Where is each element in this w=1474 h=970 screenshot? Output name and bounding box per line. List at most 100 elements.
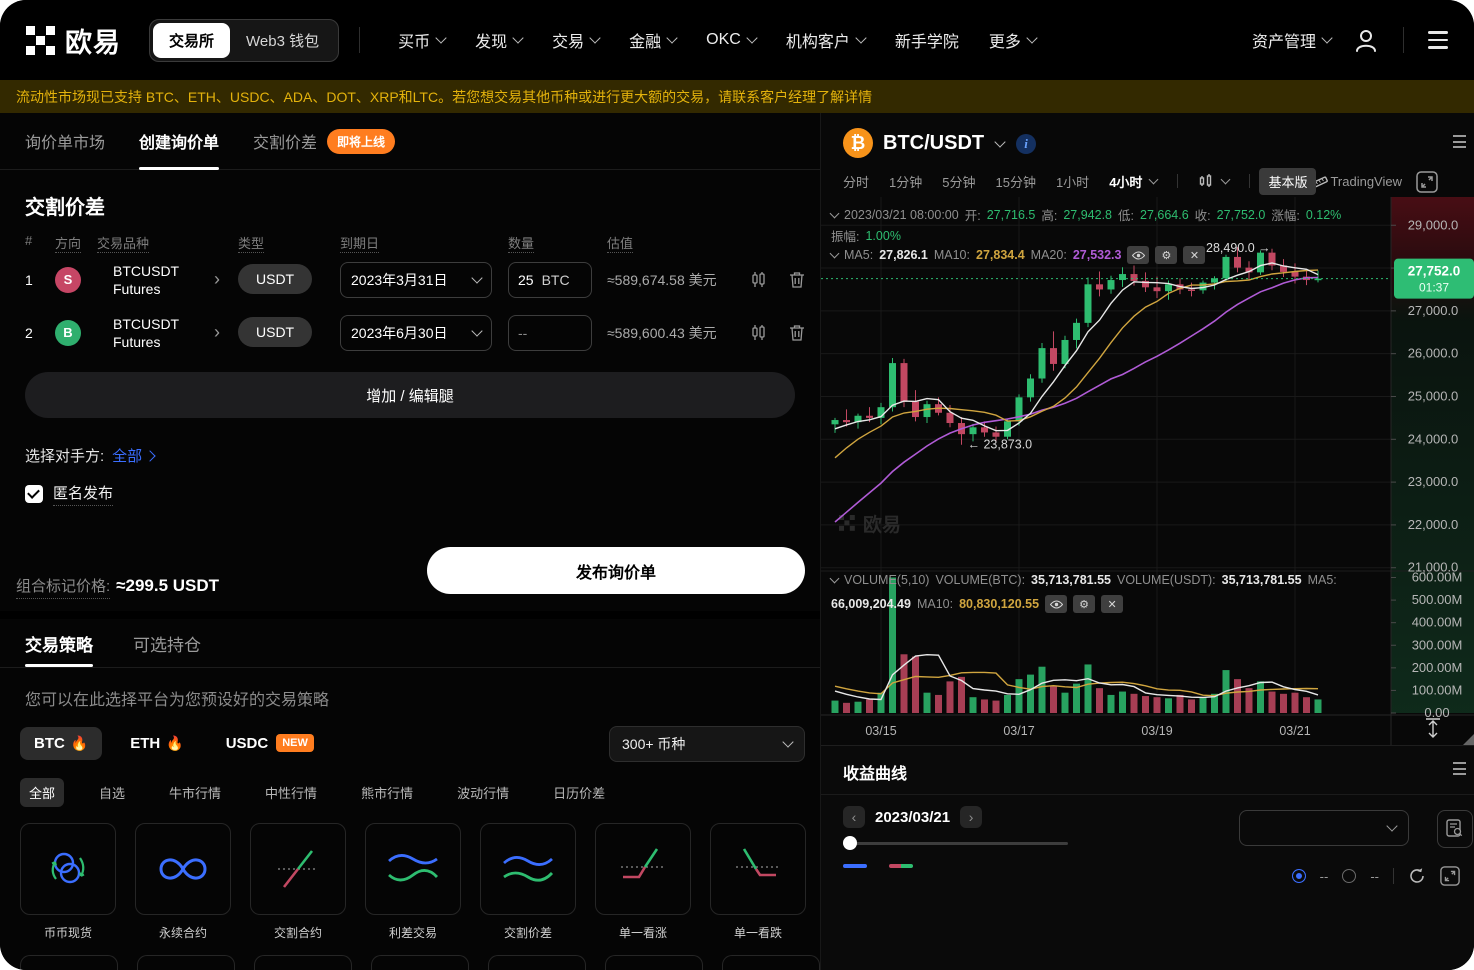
main-menu: 买币 发现 交易 金融 OKC 机构客户 新手学院 更多 (398, 28, 1252, 52)
strategy-tab-0[interactable]: 交易策略 (25, 619, 93, 667)
close-icon[interactable]: ✕ (1101, 595, 1124, 613)
tab-exchange[interactable]: 交易所 (153, 22, 231, 58)
radio-selected[interactable] (1291, 869, 1306, 883)
strategy-card-carry[interactable]: 利差交易 (365, 823, 461, 941)
leg-type-pill: USDT (238, 316, 313, 347)
timeframe-5[interactable]: 4小时 (1109, 174, 1143, 190)
pane-resize-icon[interactable] (1426, 718, 1440, 738)
coin-tab-usdc[interactable]: USDC NEW (212, 726, 328, 760)
filter-chip-3[interactable]: 中性行情 (265, 786, 318, 801)
delete-icon[interactable] (789, 324, 805, 341)
chart-menu-icon[interactable] (1453, 135, 1466, 148)
prev-day-button[interactable]: ‹ (843, 806, 865, 828)
corner-grip[interactable] (1463, 733, 1474, 745)
candle-style-caret-icon[interactable] (1220, 174, 1231, 184)
nav-item-0[interactable]: 买币 (398, 28, 447, 52)
eye-icon[interactable] (1127, 246, 1150, 264)
expiry-select[interactable]: 2023年6月30日 (340, 314, 492, 351)
earnings-menu-icon[interactable] (1453, 762, 1466, 775)
nav-item-3[interactable]: 金融 (629, 28, 678, 52)
time-axis[interactable]: 03/15 03/17 03/19 03/21 (865, 724, 1310, 738)
price-axis[interactable]: 29,000.028,000.027,000.026,000.025,000.0… (1391, 217, 1462, 720)
filter-chip-0[interactable]: 全部 (20, 778, 65, 807)
gear-icon[interactable]: ⚙ (1155, 246, 1178, 264)
next-day-button[interactable]: › (960, 806, 983, 828)
chevron-right-icon[interactable]: › (214, 269, 220, 289)
candle-style-icon[interactable] (1198, 173, 1214, 189)
filter-chip-2[interactable]: 牛市行情 (169, 786, 222, 801)
anonymous-checkbox[interactable] (25, 485, 43, 503)
rfq-tab-1[interactable]: 创建询价单 (139, 113, 220, 170)
strategy-tab-1[interactable]: 可选持仓 (133, 635, 201, 655)
pair-selector[interactable]: BTC/USDT i (883, 132, 1037, 155)
column-header-5: 数量 (508, 233, 607, 253)
slider-thumb[interactable] (843, 836, 857, 850)
timeframe-2[interactable]: 5分钟 (942, 174, 976, 190)
publish-rfq-button[interactable]: 发布询价单 (427, 547, 805, 594)
order-search-icon[interactable] (1437, 810, 1473, 848)
leg-product[interactable]: BTCUSDT Futures (97, 262, 214, 298)
mark-price-label: 组合标记价格: (16, 575, 111, 599)
nav-item-assets[interactable]: 资产管理 (1252, 28, 1333, 52)
counterparty-link[interactable]: 全部 (112, 445, 156, 466)
rfq-tab-0[interactable]: 询价单市场 (25, 113, 105, 170)
strategy-card-futures[interactable]: 交割合约 (250, 823, 346, 941)
coin-dropdown[interactable]: 300+ 币种 (609, 726, 805, 762)
chart-preview-icon[interactable] (750, 324, 767, 341)
tab-basic-version[interactable]: 基本版 (1259, 168, 1317, 195)
expiry-select[interactable]: 2023年3月31日 (340, 261, 492, 298)
refresh-icon[interactable] (1408, 867, 1426, 885)
filter-chip-5[interactable]: 波动行情 (457, 786, 510, 801)
timeframe-0[interactable]: 分时 (843, 174, 870, 190)
okx-logo[interactable]: 欧易 (26, 21, 121, 60)
collapse-icon[interactable] (829, 248, 840, 259)
fullscreen-icon[interactable] (1416, 170, 1438, 193)
tab-tradingview[interactable]: TradingView (1330, 174, 1402, 189)
candlestick-chart[interactable]: 欧易← 23,873.029,000.028,000.027,000.026,0… (821, 197, 1474, 745)
tab-web3-wallet[interactable]: Web3 钱包 (246, 32, 320, 50)
info-icon[interactable]: i (1016, 133, 1037, 154)
close-icon[interactable]: ✕ (1183, 246, 1206, 264)
chevron-right-icon[interactable]: › (214, 322, 220, 342)
leg-product[interactable]: BTCUSDT Futures (97, 315, 214, 351)
radio-unselected[interactable] (1342, 869, 1357, 883)
timeframe-1[interactable]: 1分钟 (889, 174, 923, 190)
rfq-tab-2[interactable]: 交割价差 即将上线 (253, 113, 396, 170)
add-leg-button[interactable]: 增加 / 编辑腿 (25, 372, 795, 418)
nav-item-5[interactable]: 机构客户 (786, 28, 867, 52)
strategy-card-call[interactable]: 单一看涨 (595, 823, 691, 941)
nav-item-6[interactable]: 新手学院 (895, 28, 959, 52)
nav-item-4[interactable]: OKC (706, 31, 758, 49)
nav-item-2[interactable]: 交易 (552, 28, 601, 52)
strategy-card-put[interactable]: 单一看跌 (710, 823, 806, 941)
nav-item-7[interactable]: 更多 (989, 28, 1038, 52)
coin-tab-btc[interactable]: BTC 🔥 (20, 726, 103, 760)
strategy-card-perp[interactable]: 永续合约 (135, 823, 231, 941)
delete-icon[interactable] (789, 271, 805, 288)
filter-chip-1[interactable]: 自选 (99, 786, 126, 801)
filter-chip-4[interactable]: 熊市行情 (361, 786, 414, 801)
gear-icon[interactable]: ⚙ (1073, 595, 1096, 613)
eye-icon[interactable] (1045, 595, 1068, 613)
filter-chip-6[interactable]: 日历价差 (553, 786, 606, 801)
quantity-input[interactable]: 25 BTC (508, 261, 592, 298)
collapse-icon[interactable] (829, 573, 840, 584)
expand-icon[interactable] (1440, 866, 1460, 886)
timeframe-4[interactable]: 1小时 (1055, 174, 1090, 190)
volume-bars-group[interactable] (831, 577, 1322, 713)
collapse-icon[interactable] (829, 208, 840, 218)
strategy-card-spot[interactable]: 币币现货 (20, 823, 116, 941)
strategy-card-spread[interactable]: 交割价差 (480, 823, 576, 941)
nav-item-1[interactable]: 发现 (475, 28, 524, 52)
earnings-dropdown[interactable] (1239, 810, 1409, 846)
chart-preview-icon[interactable] (750, 271, 767, 288)
quantity-input[interactable]: -- (508, 314, 592, 351)
account-icon[interactable] (1353, 27, 1379, 53)
time-slider[interactable] (843, 836, 1068, 850)
new-badge: NEW (276, 734, 314, 752)
timeframe-3[interactable]: 15分钟 (995, 174, 1036, 190)
timeframe-caret-icon[interactable] (1148, 174, 1159, 184)
coin-tab-eth[interactable]: ETH 🔥 (116, 727, 197, 760)
menu-icon[interactable] (1428, 31, 1448, 49)
candles-group[interactable] (831, 247, 1322, 445)
